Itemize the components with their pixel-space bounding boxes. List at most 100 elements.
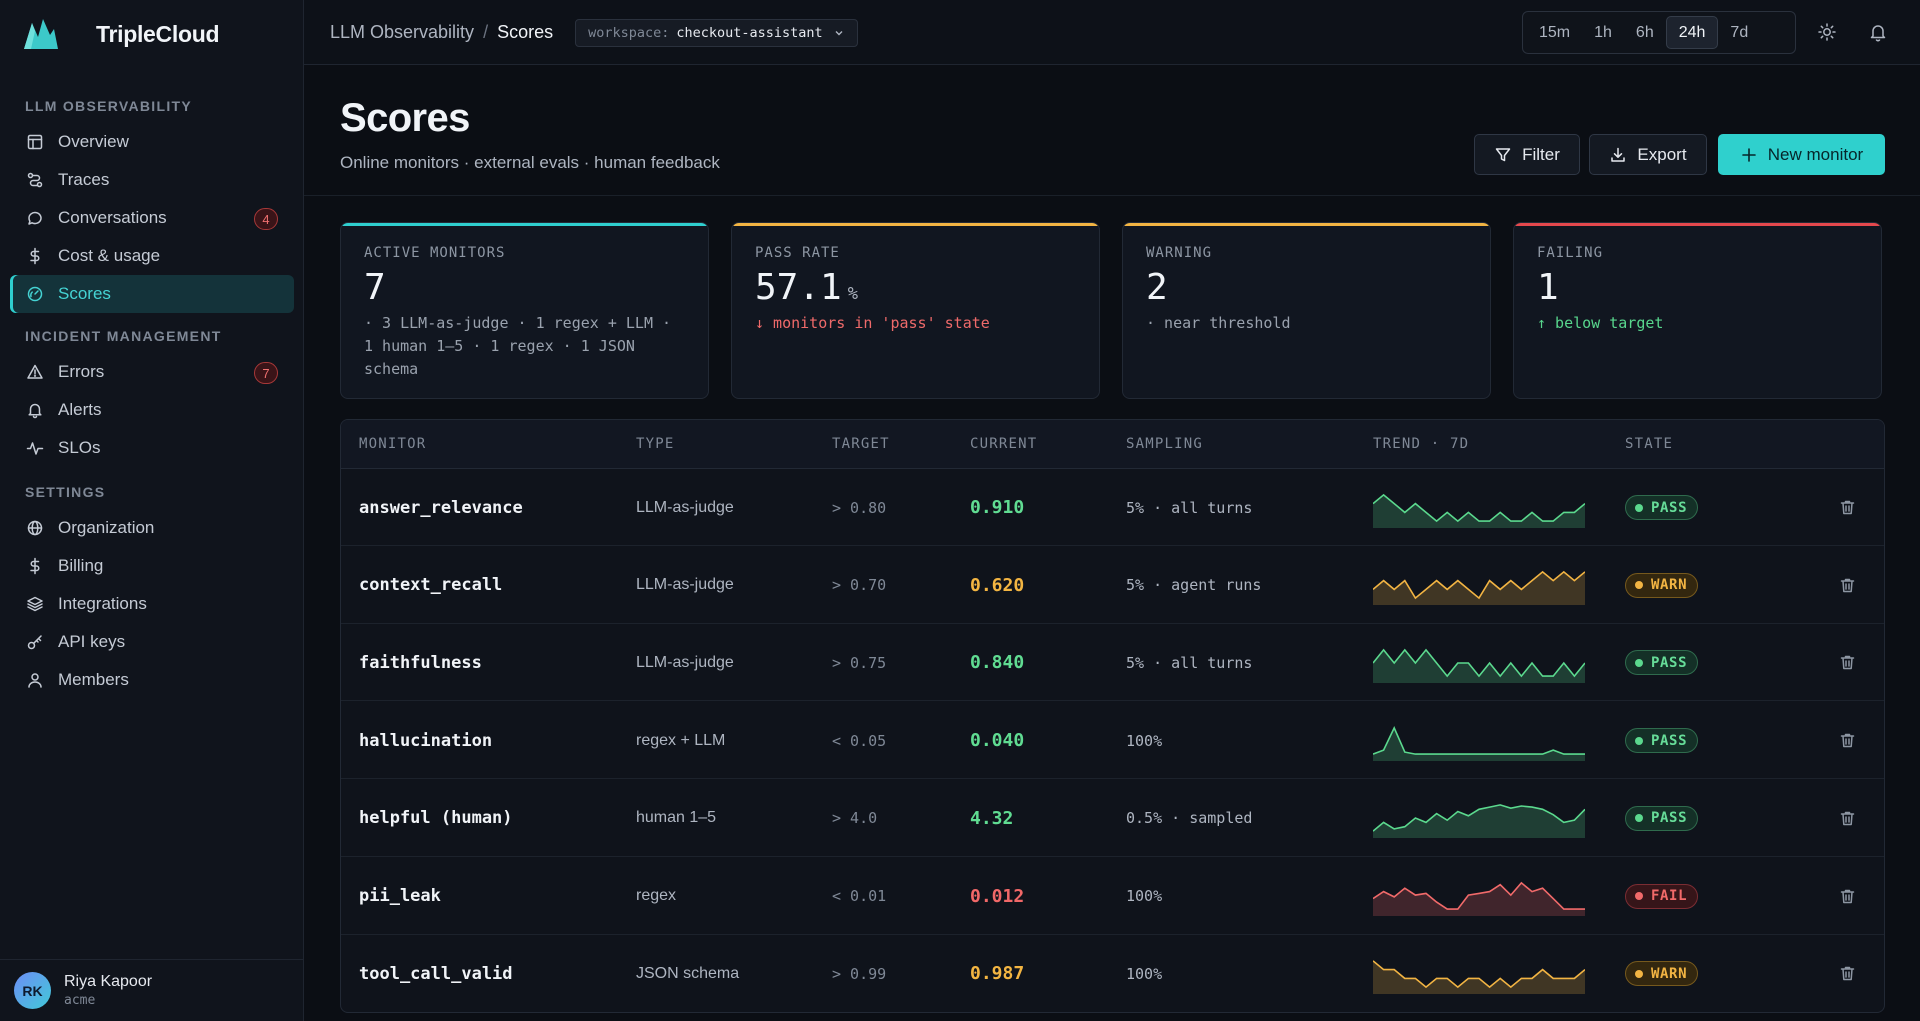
sidebar-item-members[interactable]: Members xyxy=(10,661,294,699)
sidebar-item-conversations[interactable]: Conversations 4 xyxy=(10,199,294,237)
new-monitor-button-label: New monitor xyxy=(1767,144,1864,164)
sidebar-item-label: Members xyxy=(58,670,129,689)
chevron-down-icon xyxy=(835,30,843,35)
new-monitor-button[interactable]: New monitor xyxy=(1718,134,1885,175)
table-row[interactable]: pii_leak regex < 0.01 0.012 100% FAIL xyxy=(341,858,1884,935)
monitor-current: 0.840 xyxy=(970,652,1025,674)
status-badge: PASS xyxy=(1625,728,1699,754)
stat-label: FAILING xyxy=(1537,245,1604,261)
sparkline-chart xyxy=(1373,725,1585,761)
monitor-name[interactable]: hallucination xyxy=(359,730,493,751)
sidebar-item-alerts[interactable]: Alerts xyxy=(10,391,294,429)
table-header: MONITOR TYPE TARGET CURRENT SAMPLING TREND · … xyxy=(341,420,1884,469)
brand[interactable]: TripleCloud xyxy=(24,16,220,52)
filter-button[interactable]: Filter xyxy=(1474,134,1580,175)
column-header-monitor[interactable]: MONITOR xyxy=(359,436,427,452)
sidebar-item-scores[interactable]: Scores xyxy=(10,275,294,313)
breadcrumb-llm-observability[interactable]: LLM Observability xyxy=(330,22,475,42)
trend-line xyxy=(1373,493,1585,522)
count-badge: 7 xyxy=(254,362,278,384)
monitor-name[interactable]: context_recall xyxy=(359,575,503,596)
user-name: Riya Kapoor xyxy=(64,973,153,990)
monitor-sampling: 5% · all turns xyxy=(1126,498,1253,517)
sidebar-item-organization[interactable]: Organization xyxy=(10,509,294,547)
delete-monitor-button[interactable] xyxy=(1839,469,1856,546)
column-header-state[interactable]: STATE xyxy=(1625,436,1674,452)
sidebar-item-api-keys[interactable]: API keys xyxy=(10,623,294,661)
monitor-sampling: 100% xyxy=(1126,964,1163,983)
trend-sparkline xyxy=(1373,469,1585,546)
delete-monitor-button[interactable] xyxy=(1839,858,1856,935)
bell-icon xyxy=(25,400,45,420)
sidebar-item-overview[interactable]: Overview xyxy=(10,123,294,161)
monitor-name[interactable]: answer_relevance xyxy=(359,497,523,518)
sparkline-chart xyxy=(1373,959,1585,994)
time-range-1h[interactable]: 1h xyxy=(1594,23,1612,41)
monitor-name[interactable]: faithfulness xyxy=(359,652,482,673)
sun-icon[interactable] xyxy=(1817,22,1837,42)
breadcrumb: LLM Observability / Scores workspace: ch… xyxy=(330,0,858,65)
trend-area xyxy=(1373,805,1585,839)
status-label: PASS xyxy=(1651,732,1688,749)
state-cell: PASS xyxy=(1625,780,1699,857)
mountain-logo-icon xyxy=(24,19,58,49)
card-accent xyxy=(732,223,1099,226)
delete-monitor-button[interactable] xyxy=(1839,780,1856,857)
bell-icon[interactable] xyxy=(1868,22,1888,42)
column-header-sampling[interactable]: SAMPLING xyxy=(1126,436,1204,452)
table-row[interactable]: answer_relevance LLM-as-judge > 0.80 0.910 5… xyxy=(341,469,1884,546)
nav-section-settings: SETTINGS Organization Billing Integrations A… xyxy=(0,482,304,699)
status-badge: PASS xyxy=(1625,650,1699,676)
sidebar-item-slos[interactable]: SLOs xyxy=(10,429,294,467)
trend-area xyxy=(1373,649,1585,683)
export-button[interactable]: Export xyxy=(1589,134,1707,175)
plus-icon xyxy=(1741,147,1756,162)
table-row[interactable]: tool_call_valid JSON schema > 0.99 0.987 100… xyxy=(341,935,1884,1012)
trend-line xyxy=(1373,881,1585,910)
table-row[interactable]: helpful (human) human 1–5 > 4.0 4.32 0.5% · … xyxy=(341,780,1884,857)
monitor-name[interactable]: tool_call_valid xyxy=(359,963,513,984)
sidebar-item-billing[interactable]: Billing xyxy=(10,547,294,585)
monitor-type: regex + LLM xyxy=(636,731,726,749)
trend-line xyxy=(1373,959,1585,988)
time-range-7d[interactable]: 7d xyxy=(1730,23,1749,41)
time-range-6h[interactable]: 6h xyxy=(1635,23,1654,41)
time-range-24h[interactable]: 24h xyxy=(1665,16,1719,49)
delete-monitor-button[interactable] xyxy=(1839,624,1856,701)
status-label: PASS xyxy=(1651,654,1688,671)
sidebar-item-errors[interactable]: Errors 7 xyxy=(10,353,294,391)
stat-number: 2 xyxy=(1146,267,1168,308)
trend-sparkline xyxy=(1373,935,1585,1012)
delete-monitor-button[interactable] xyxy=(1839,935,1856,1012)
delete-monitor-button[interactable] xyxy=(1839,702,1856,779)
user-menu[interactable]: RK Riya Kapoor acme xyxy=(0,959,304,1021)
user-icon xyxy=(25,670,45,690)
table-row[interactable]: context_recall LLM-as-judge > 0.70 0.620 5% … xyxy=(341,547,1884,624)
sidebar-item-label: Errors xyxy=(58,362,105,381)
download-icon xyxy=(1611,147,1626,162)
breadcrumb-separator: / xyxy=(483,22,489,42)
monitor-target: > 0.80 xyxy=(832,498,887,517)
column-header-type[interactable]: TYPE xyxy=(636,436,675,452)
time-range-selector: 15m 1h 6h 24h 7d xyxy=(1522,11,1796,54)
state-cell: WARN xyxy=(1625,547,1699,624)
table-row[interactable]: hallucination regex + LLM < 0.05 0.040 100% P… xyxy=(341,702,1884,780)
monitor-name[interactable]: helpful (human) xyxy=(359,808,513,829)
dollar-icon xyxy=(25,246,45,266)
column-header-target[interactable]: TARGET xyxy=(832,436,890,452)
stat-number: 7 xyxy=(364,267,386,308)
delete-monitor-button[interactable] xyxy=(1839,547,1856,624)
topbar: LLM Observability / Scores workspace: ch… xyxy=(304,0,1920,65)
sidebar-item-cost-usage[interactable]: Cost & usage xyxy=(10,237,294,275)
table-row[interactable]: faithfulness LLM-as-judge > 0.75 0.840 5% · … xyxy=(341,624,1884,702)
status-badge: PASS xyxy=(1625,495,1699,520)
sidebar-item-integrations[interactable]: Integrations xyxy=(10,585,294,623)
column-header-trend-7d[interactable]: TREND · 7D xyxy=(1373,436,1470,452)
sidebar-item-traces[interactable]: Traces xyxy=(10,161,294,199)
card-accent xyxy=(1123,223,1490,226)
monitor-name[interactable]: pii_leak xyxy=(359,886,441,906)
time-range-15m[interactable]: 15m xyxy=(1539,23,1571,41)
column-header-current[interactable]: CURRENT xyxy=(970,436,1038,452)
header-divider xyxy=(304,195,1920,196)
workspace-selector[interactable]: workspace: checkout-assistant xyxy=(575,18,858,47)
